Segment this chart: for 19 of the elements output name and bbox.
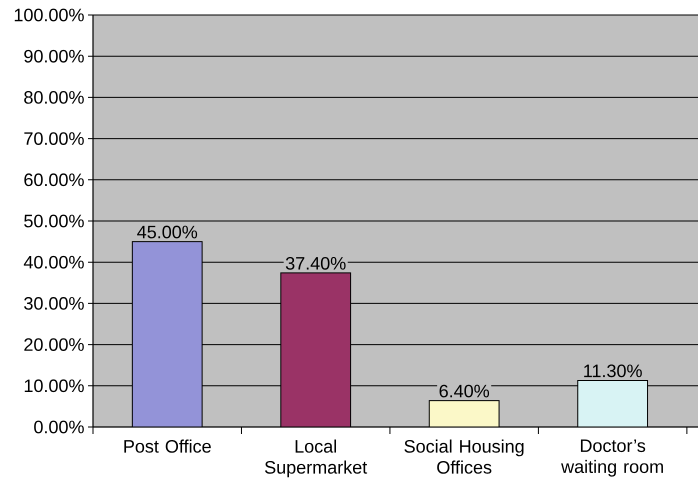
data-label: 11.30% <box>584 364 642 378</box>
y-tick-label: 0.00% <box>34 420 84 434</box>
y-tick-label: 60.00% <box>24 173 84 186</box>
x-tick-label: Doctor’s waiting room <box>561 440 663 477</box>
y-tick-label: 50.00% <box>24 214 84 228</box>
y-tick-label: 70.00% <box>24 132 84 145</box>
data-label: 37.40% <box>286 256 346 270</box>
x-tick-label: Post Office <box>124 440 211 453</box>
y-tick-label: 100.00% <box>14 8 84 22</box>
y-tick-label: 20.00% <box>24 338 84 351</box>
y-tick-label: 10.00% <box>24 379 84 392</box>
y-tick-label: 40.00% <box>24 256 84 269</box>
y-tick-label: 80.00% <box>24 91 84 104</box>
x-tick-label: Local Supermarket <box>264 440 368 478</box>
x-tick-label: Social Housing Offices <box>404 440 524 474</box>
y-tick-label: 90.00% <box>24 50 84 63</box>
y-tick-label: 30.00% <box>24 297 84 310</box>
data-label: 45.00% <box>137 226 198 238</box>
data-label: 6.40% <box>440 384 490 398</box>
